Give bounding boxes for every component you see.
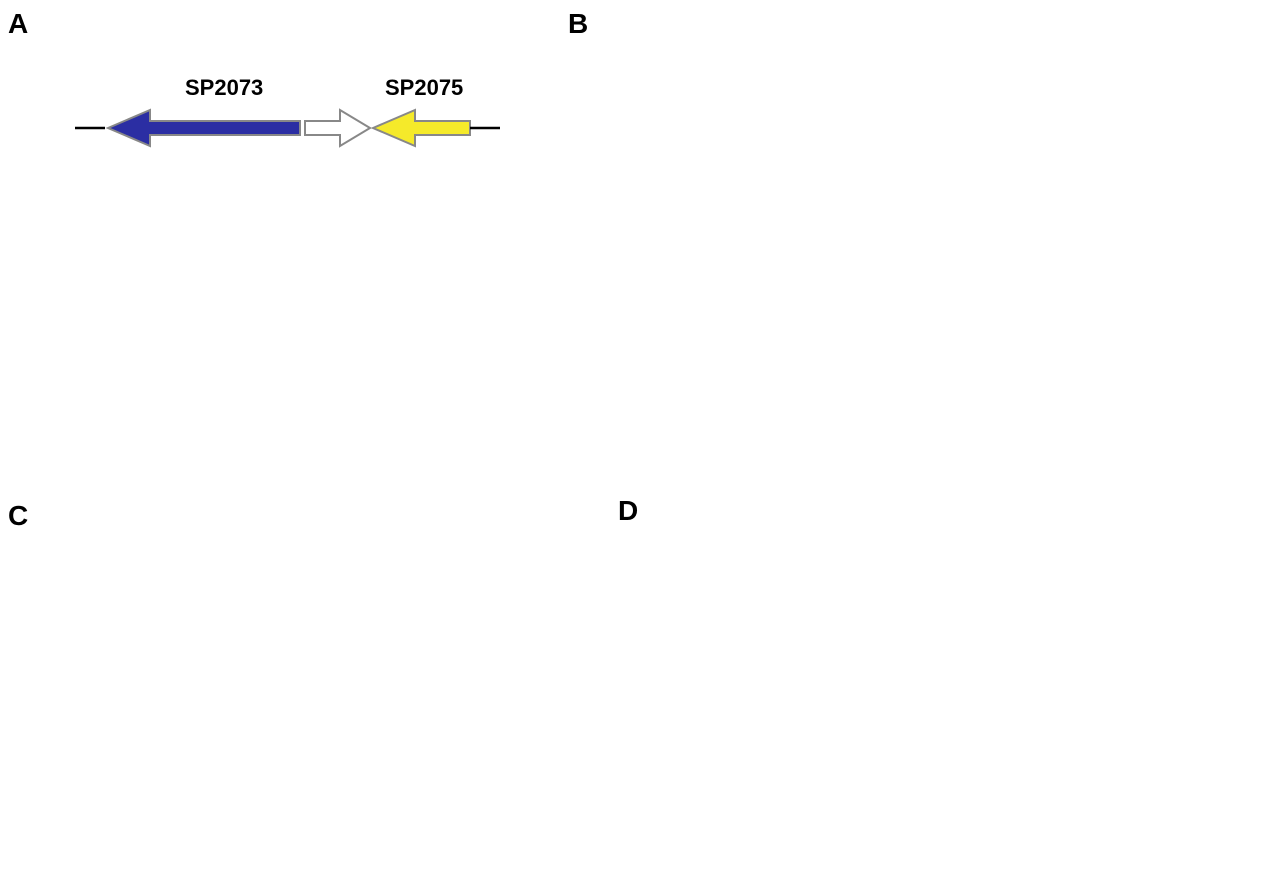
svg-text:SP2075: SP2075	[385, 75, 463, 100]
svg-text:SP2073: SP2073	[185, 75, 263, 100]
